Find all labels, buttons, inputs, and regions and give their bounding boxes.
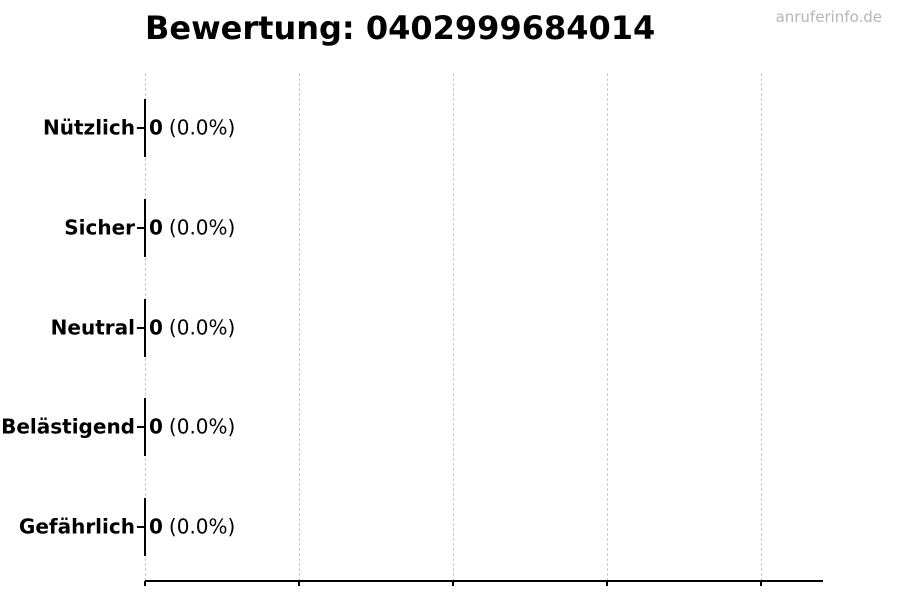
x-axis-tick bbox=[298, 581, 300, 586]
value-count: 0 bbox=[149, 215, 163, 240]
value-count: 0 bbox=[149, 414, 163, 439]
value-percent: (0.0%) bbox=[168, 414, 236, 439]
chart-title: Bewertung: 0402999684014 bbox=[145, 9, 656, 47]
y-axis-tick bbox=[137, 426, 145, 428]
y-axis-tick bbox=[137, 526, 145, 528]
value-label: 0 (0.0%) bbox=[149, 515, 235, 539]
value-percent: (0.0%) bbox=[168, 215, 236, 240]
value-label: 0 (0.0%) bbox=[149, 116, 235, 140]
bar-neutral bbox=[144, 299, 146, 357]
gridline bbox=[607, 73, 608, 581]
value-label: 0 (0.0%) bbox=[149, 415, 235, 439]
value-percent: (0.0%) bbox=[168, 315, 236, 340]
category-label-gefaehrlich: Gefährlich bbox=[18, 514, 135, 539]
x-axis-tick bbox=[606, 581, 608, 586]
watermark-text: anruferinfo.de bbox=[775, 8, 882, 26]
x-axis-tick bbox=[144, 581, 146, 586]
bar-nuetzlich bbox=[144, 99, 146, 157]
y-axis-tick bbox=[137, 227, 145, 229]
value-label: 0 (0.0%) bbox=[149, 216, 235, 240]
bar-sicher bbox=[144, 199, 146, 257]
gridline bbox=[761, 73, 762, 581]
x-axis-line bbox=[145, 580, 823, 582]
value-count: 0 bbox=[149, 514, 163, 539]
value-percent: (0.0%) bbox=[168, 115, 236, 140]
value-percent: (0.0%) bbox=[168, 514, 236, 539]
x-axis-tick bbox=[452, 581, 454, 586]
value-label: 0 (0.0%) bbox=[149, 316, 235, 340]
gridline bbox=[299, 73, 300, 581]
x-axis-tick bbox=[760, 581, 762, 586]
category-label-belaestigend: Belästigend bbox=[1, 414, 135, 439]
value-count: 0 bbox=[149, 115, 163, 140]
category-label-sicher: Sicher bbox=[64, 215, 135, 240]
category-label-nuetzlich: Nützlich bbox=[43, 115, 135, 140]
value-count: 0 bbox=[149, 315, 163, 340]
y-axis-tick bbox=[137, 127, 145, 129]
plot-area: Nützlich 0 (0.0%) Sicher 0 (0.0%) Neutral … bbox=[1, 73, 823, 586]
y-axis-tick bbox=[137, 327, 145, 329]
category-label-neutral: Neutral bbox=[50, 315, 135, 340]
bar-gefaehrlich bbox=[144, 498, 146, 556]
bar-belaestigend bbox=[144, 398, 146, 456]
gridline bbox=[453, 73, 454, 581]
